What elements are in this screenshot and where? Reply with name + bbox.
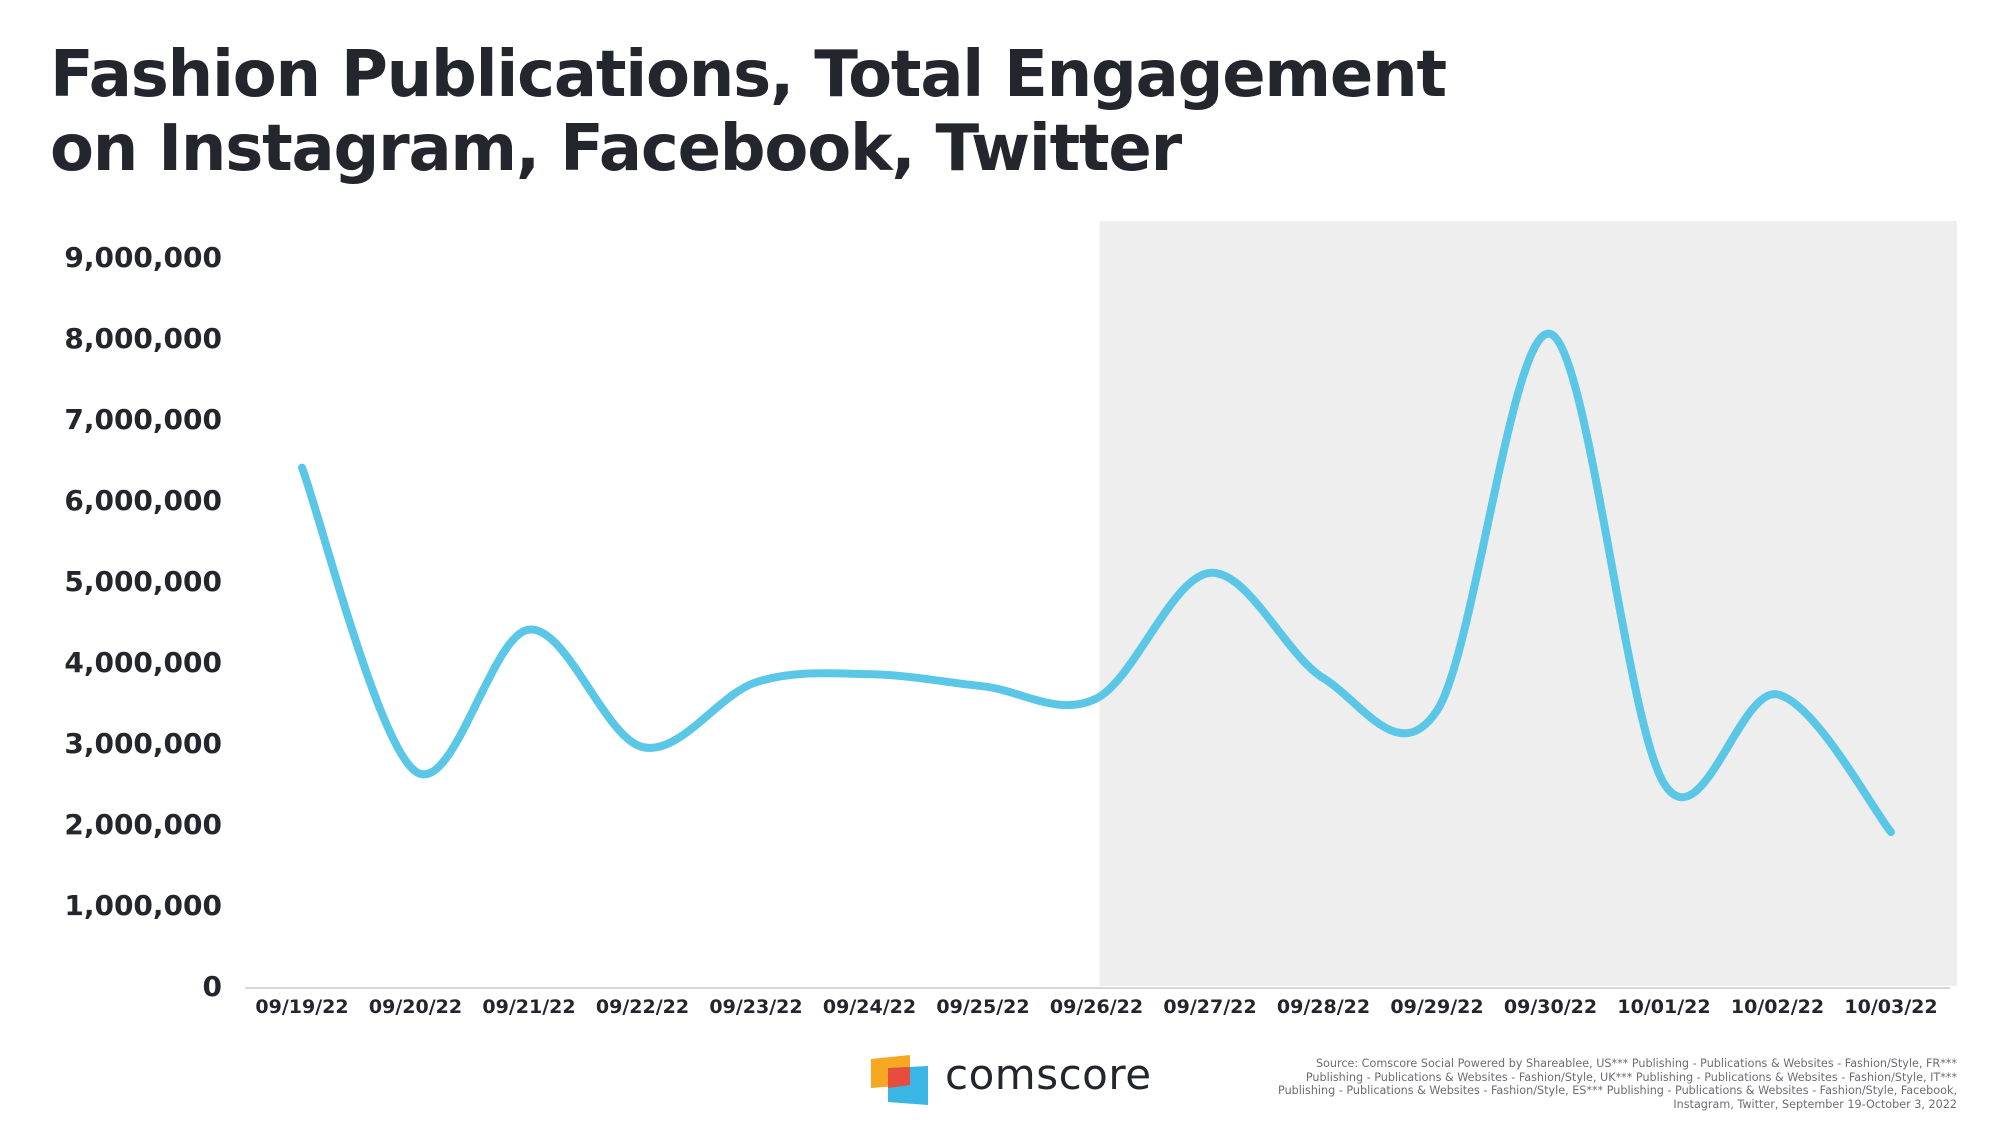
x-tick-label: 09/19/22 (255, 996, 348, 1018)
data-point (412, 767, 420, 775)
source-line: Publishing - Publications & Websites - F… (1305, 1070, 1957, 1084)
highlight-period-band (1099, 221, 1957, 986)
x-tick-label: 09/22/22 (596, 996, 689, 1018)
comscore-logo-icon (871, 1055, 928, 1105)
source-line: Instagram, Twitter, September 19-October… (1673, 1097, 1957, 1111)
data-point (1887, 828, 1895, 836)
x-tick-label: 09/21/22 (482, 996, 575, 1018)
x-tick-label: 10/01/22 (1617, 996, 1710, 1018)
data-point (1320, 674, 1328, 682)
title-line-2: on Instagram, Facebook, Twitter (50, 112, 1182, 186)
source-line: Publishing - Publications & Websites - F… (1278, 1084, 1957, 1098)
source-line: Source: Comscore Social Powered by Share… (1315, 1057, 1957, 1070)
y-tick-label: 0 (203, 970, 222, 1003)
x-tick-label: 09/23/22 (709, 996, 802, 1018)
x-tick-label: 09/28/22 (1277, 996, 1370, 1018)
comscore-logo-text: comscore (945, 1050, 1152, 1099)
x-tick-label: 09/24/22 (823, 996, 916, 1018)
data-point (1433, 707, 1441, 715)
source-note: Source: Comscore Social Powered by Share… (1137, 1057, 1957, 1111)
x-tick-label: 09/20/22 (369, 996, 462, 1018)
data-point (979, 682, 987, 690)
data-point (639, 743, 647, 751)
x-tick-label: 09/25/22 (936, 996, 1029, 1018)
data-point (1547, 330, 1555, 338)
series-line (298, 329, 1895, 837)
y-tick-label: 6,000,000 (64, 484, 222, 517)
x-tick-label: 09/27/22 (1163, 996, 1256, 1018)
x-tick-label: 09/29/22 (1390, 996, 1483, 1018)
data-point (1093, 694, 1101, 702)
y-tick-label: 4,000,000 (64, 646, 222, 679)
x-tick-label: 09/26/22 (1050, 996, 1143, 1018)
data-point (752, 678, 760, 686)
data-point (1206, 569, 1214, 577)
page-title: Fashion Publications, Total Engagement o… (50, 38, 1447, 186)
y-tick-label: 3,000,000 (64, 727, 222, 760)
y-tick-label: 1,000,000 (64, 889, 222, 922)
y-tick-label: 8,000,000 (64, 322, 222, 355)
title-line-1: Fashion Publications, Total Engagement (50, 38, 1447, 112)
data-point (1660, 780, 1668, 788)
y-tick-label: 5,000,000 (64, 565, 222, 598)
y-tick-label: 9,000,000 (64, 241, 222, 274)
data-point (525, 626, 533, 634)
data-point (866, 670, 874, 678)
x-tick-label: 09/30/22 (1504, 996, 1597, 1018)
x-tick-label: 10/02/22 (1731, 996, 1824, 1018)
y-tick-label: 2,000,000 (64, 808, 222, 841)
y-tick-label: 7,000,000 (64, 403, 222, 436)
data-point (298, 464, 306, 472)
x-tick-label: 10/03/22 (1844, 996, 1937, 1018)
data-point (1774, 690, 1782, 698)
logo-red-shape (888, 1067, 910, 1088)
